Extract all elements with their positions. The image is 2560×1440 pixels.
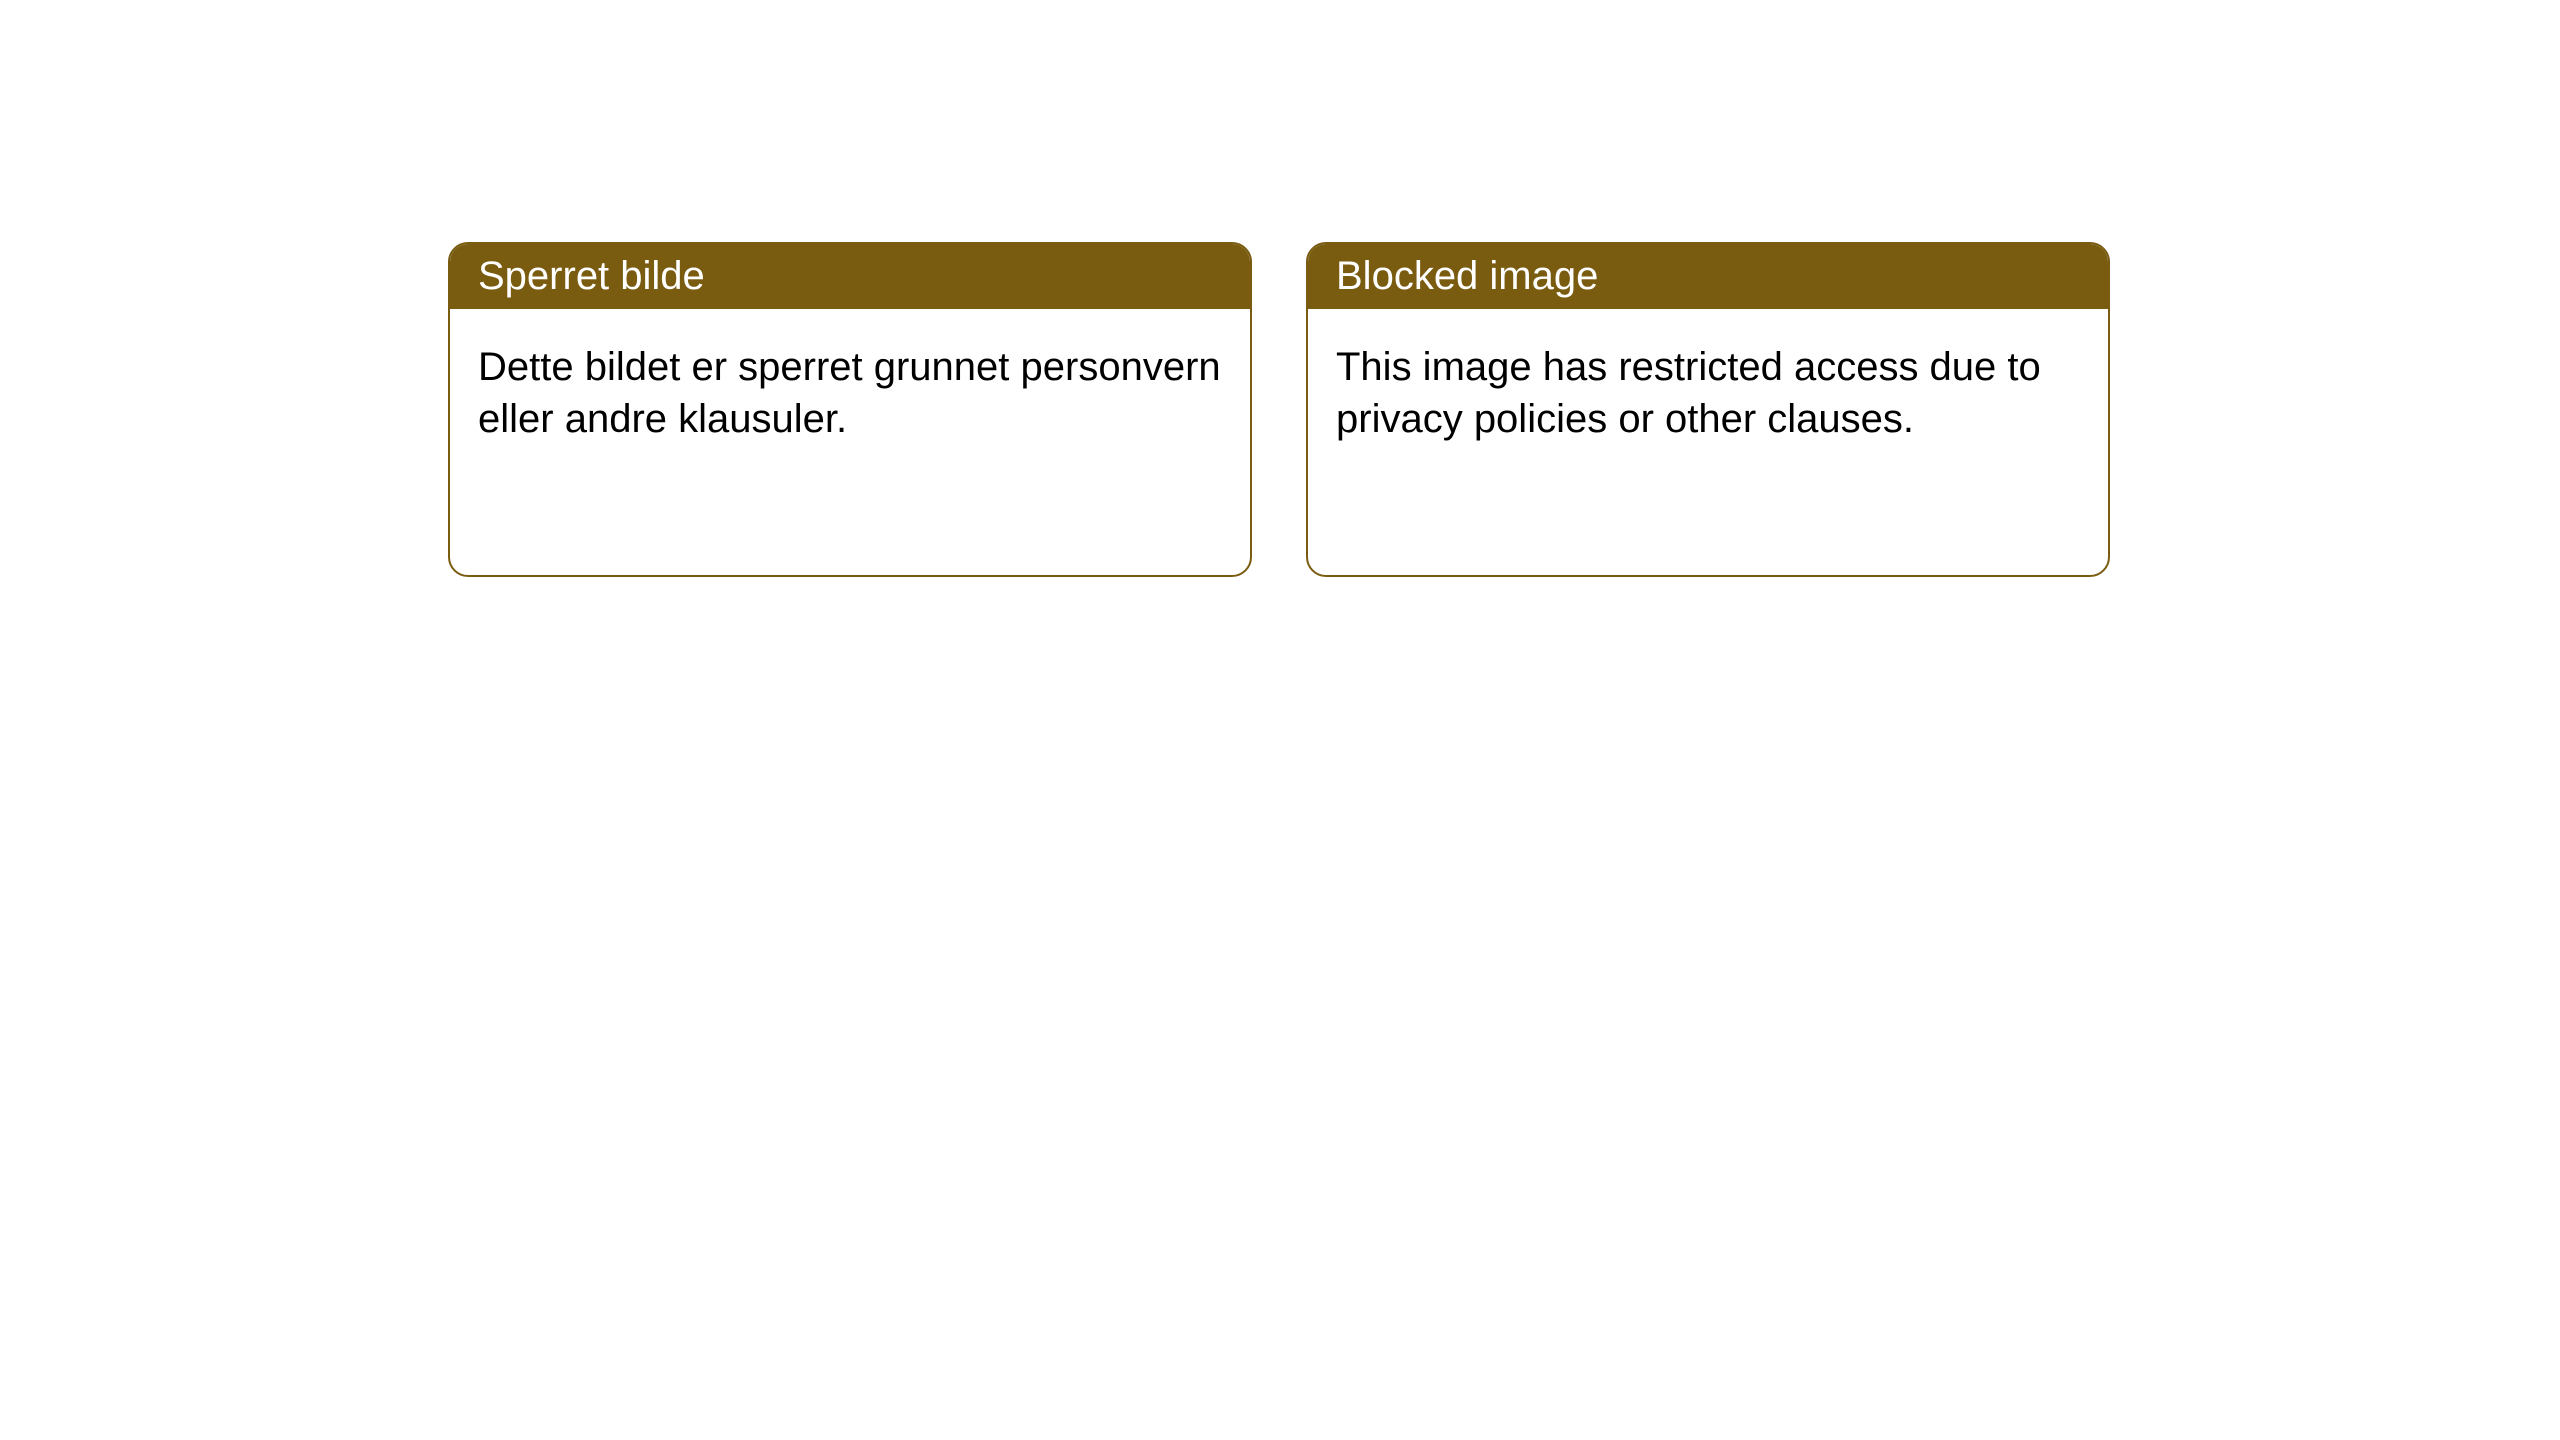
notice-card-norwegian: Sperret bilde Dette bildet er sperret gr… — [448, 242, 1252, 577]
notice-cards-container: Sperret bilde Dette bildet er sperret gr… — [0, 0, 2560, 577]
card-title: Sperret bilde — [478, 254, 705, 298]
notice-card-english: Blocked image This image has restricted … — [1306, 242, 2110, 577]
card-body-text: This image has restricted access due to … — [1336, 345, 2041, 441]
card-title: Blocked image — [1336, 254, 1598, 298]
card-header: Blocked image — [1308, 244, 2108, 309]
card-header: Sperret bilde — [450, 244, 1250, 309]
card-body-text: Dette bildet er sperret grunnet personve… — [478, 345, 1221, 441]
card-body: Dette bildet er sperret grunnet personve… — [450, 309, 1250, 477]
card-body: This image has restricted access due to … — [1308, 309, 2108, 477]
